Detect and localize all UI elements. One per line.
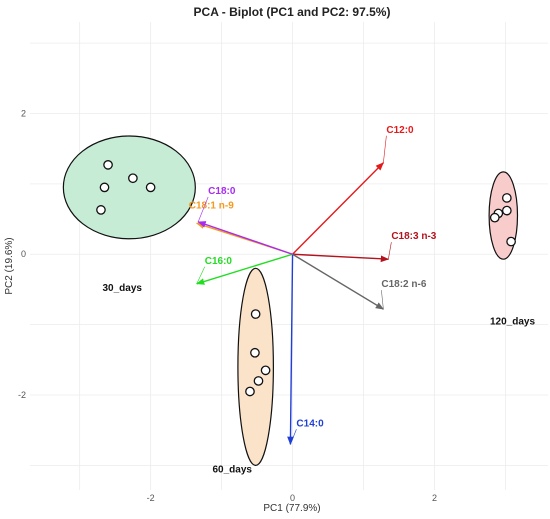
loading-arrow <box>197 221 293 255</box>
loading-label: C18:3 n-3 <box>391 231 436 242</box>
loading-arrow <box>292 162 384 255</box>
y-tick-label: -2 <box>18 390 26 400</box>
x-tick-label: 0 <box>290 493 295 503</box>
group-label: 60_days <box>212 464 252 475</box>
score-point <box>245 386 255 397</box>
score-point <box>253 376 264 386</box>
x-tick-label: 2 <box>432 493 437 503</box>
x-axis-title: PC1 (77.9%) <box>263 503 320 514</box>
loading-leader-line <box>196 266 206 284</box>
score-point <box>96 205 106 215</box>
loading-leader-line <box>388 242 392 260</box>
group-label: 30_days <box>103 283 143 294</box>
labels: -2 0 2 -2 0 2 C12:0 C18:3 n-3 C18:2 n-6 C14:0 C16:… <box>18 108 535 503</box>
score-point <box>506 236 516 247</box>
loading-leader-line <box>383 135 387 163</box>
loading-label: C16:0 <box>205 256 233 267</box>
loading-label: C18:2 n-6 <box>381 279 426 290</box>
score-point <box>145 182 156 193</box>
score-points <box>96 160 516 397</box>
score-point <box>260 365 271 376</box>
y-tick-label: 0 <box>21 249 26 259</box>
loading-arrows <box>195 162 390 446</box>
score-point <box>501 205 512 216</box>
loading-arrow <box>287 254 294 446</box>
loading-arrow <box>292 253 385 310</box>
group-label: 120_days <box>490 317 535 328</box>
loading-leader-line <box>290 429 297 445</box>
loading-leader-line <box>381 290 384 310</box>
score-point <box>489 212 500 223</box>
score-point <box>128 173 138 184</box>
score-point <box>103 160 113 170</box>
score-point <box>250 309 261 319</box>
group-ellipse-60_days <box>237 267 274 466</box>
loading-label: C14:0 <box>296 418 324 429</box>
y-axis-title: PC2 (19.6%) <box>4 237 15 294</box>
loading-label: C18:0 <box>208 186 236 197</box>
loading-label: C18:1 n-9 <box>189 200 234 211</box>
chart-title: PCA - Biplot (PC1 and PC2: 97.5%) <box>194 5 391 19</box>
loading-leader-line <box>197 196 209 222</box>
score-point <box>99 182 110 193</box>
x-tick-label: -2 <box>147 493 155 503</box>
y-tick-label: 2 <box>21 108 26 118</box>
score-point <box>250 347 260 358</box>
group-ellipse-30_days <box>62 135 196 240</box>
loading-arrow <box>292 253 390 263</box>
loading-arrow <box>195 253 293 285</box>
score-point <box>501 193 512 203</box>
loading-label: C12:0 <box>386 125 414 136</box>
